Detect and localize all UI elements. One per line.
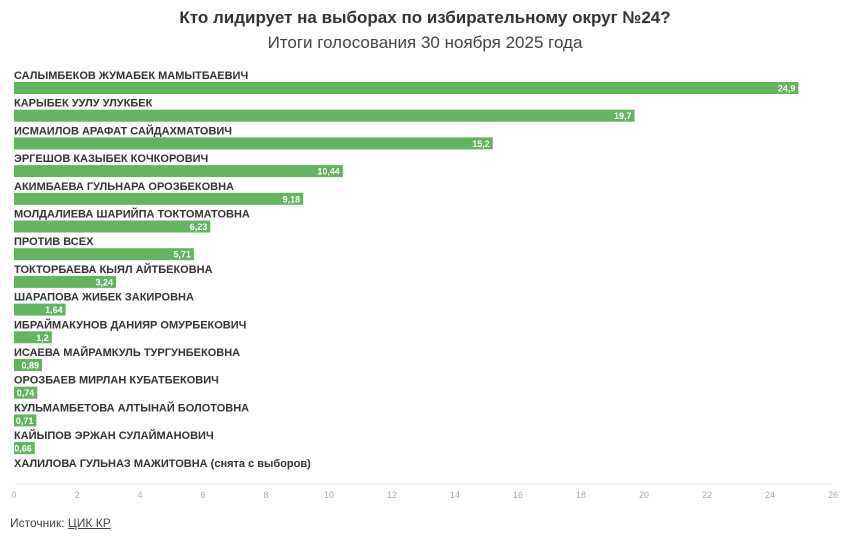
value-label: 9,18 <box>283 194 301 204</box>
bar <box>14 220 211 233</box>
x-tick-label: 26 <box>828 490 838 500</box>
value-label: 1,64 <box>45 305 63 315</box>
bar <box>14 192 304 205</box>
value-label: 0,74 <box>17 388 35 398</box>
bar <box>14 359 43 371</box>
category-label: ОРОЗБАЕВ МИРЛАН КУБАТБЕКОВИЧ <box>14 375 219 387</box>
bar <box>14 303 66 316</box>
bar <box>14 165 343 178</box>
source-label: Источник: <box>10 516 65 530</box>
category-label: КАРЫБЕК УУЛУ УЛУКБЕК <box>14 98 153 110</box>
category-label: ПРОТИВ ВСЕХ <box>14 236 94 248</box>
bar <box>14 275 117 288</box>
x-tick-label: 18 <box>576 490 586 500</box>
x-tick-label: 16 <box>513 490 523 500</box>
bar <box>14 386 38 399</box>
x-tick-label: 12 <box>387 490 397 500</box>
x-tick-label: 8 <box>263 490 268 500</box>
value-label: 0,66 <box>14 444 32 454</box>
category-label: АКИМБАЕВА ГУЛЬНАРА ОРОЗБЕКОВНА <box>14 181 234 193</box>
bar <box>14 414 37 427</box>
value-label: 1,2 <box>36 333 49 343</box>
value-label: 0,89 <box>22 361 40 371</box>
bar <box>14 331 52 344</box>
chart-subtitle: Итоги голосования 30 ноября 2025 года <box>267 33 583 52</box>
value-label: 6,23 <box>190 222 208 232</box>
value-label: 5,71 <box>173 250 191 260</box>
bar <box>14 442 35 455</box>
value-label: 0,71 <box>16 416 34 426</box>
bar <box>14 82 799 94</box>
x-tick-label: 4 <box>137 490 142 500</box>
category-label: ЭРГЕШОВ КАЗЫБЕК КОЧКОРОВИЧ <box>14 153 208 165</box>
x-tick-label: 0 <box>11 490 16 500</box>
category-label: ХАЛИЛОВА ГУЛЬНАЗ МАЖИТОВНА (снята с выбо… <box>14 458 311 470</box>
source-link[interactable]: ЦИК КР <box>67 516 111 530</box>
bar <box>14 109 635 122</box>
category-label: САЛЫМБЕКОВ ЖУМАБЕК МАМЫТБАЕВИЧ <box>14 70 248 82</box>
x-tick-label: 22 <box>702 490 712 500</box>
value-label: 19,7 <box>614 111 632 121</box>
chart-title: Кто лидирует на выборах по избирательном… <box>179 8 671 27</box>
x-tick-label: 20 <box>639 490 649 500</box>
category-label: МОЛДАЛИЕВА ШАРИЙПА ТОКТОМАТОВНА <box>14 208 250 221</box>
category-label: ТОКТОРБАЕВА КЫЯЛ АЙТБЕКОВНА <box>14 263 213 276</box>
category-label: ИСМАИЛОВ АРАФАТ САЙДАХМАТОВИЧ <box>14 124 232 137</box>
category-label: ШАРАПОВА ЖИБЕК ЗАКИРОВНА <box>14 292 194 304</box>
category-label: КУЛЬМАМБЕТОВА АЛТЫНАЙ БОЛОТОВНА <box>14 401 249 414</box>
value-label: 3,24 <box>96 277 114 287</box>
x-tick-label: 14 <box>450 490 460 500</box>
value-label: 15,2 <box>472 139 490 149</box>
bar <box>14 248 194 261</box>
category-label: КАЙЫПОВ ЭРЖАН СУЛАЙМАНОВИЧ <box>14 429 214 442</box>
value-label: 10,44 <box>317 167 340 177</box>
x-tick-label: 2 <box>74 490 79 500</box>
x-tick-label: 10 <box>324 490 334 500</box>
x-tick-label: 6 <box>200 490 205 500</box>
category-label: ИСАЕВА МАЙРАМКУЛЬ ТУРГУНБЕКОВНА <box>14 346 240 359</box>
value-label: 24,9 <box>778 84 796 94</box>
bar <box>14 137 493 150</box>
source-note: Источник: ЦИК КР <box>10 516 111 530</box>
category-label: ИБРАЙМАКУНОВ ДАНИЯР ОМУРБЕКОВИЧ <box>14 318 246 331</box>
x-tick-label: 24 <box>765 490 775 500</box>
